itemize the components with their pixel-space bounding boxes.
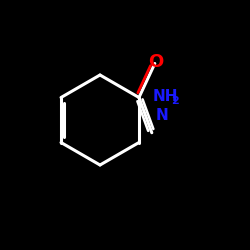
Text: N: N — [156, 108, 168, 122]
Text: NH: NH — [153, 89, 178, 104]
Text: O: O — [148, 53, 164, 71]
Text: 2: 2 — [172, 96, 179, 106]
